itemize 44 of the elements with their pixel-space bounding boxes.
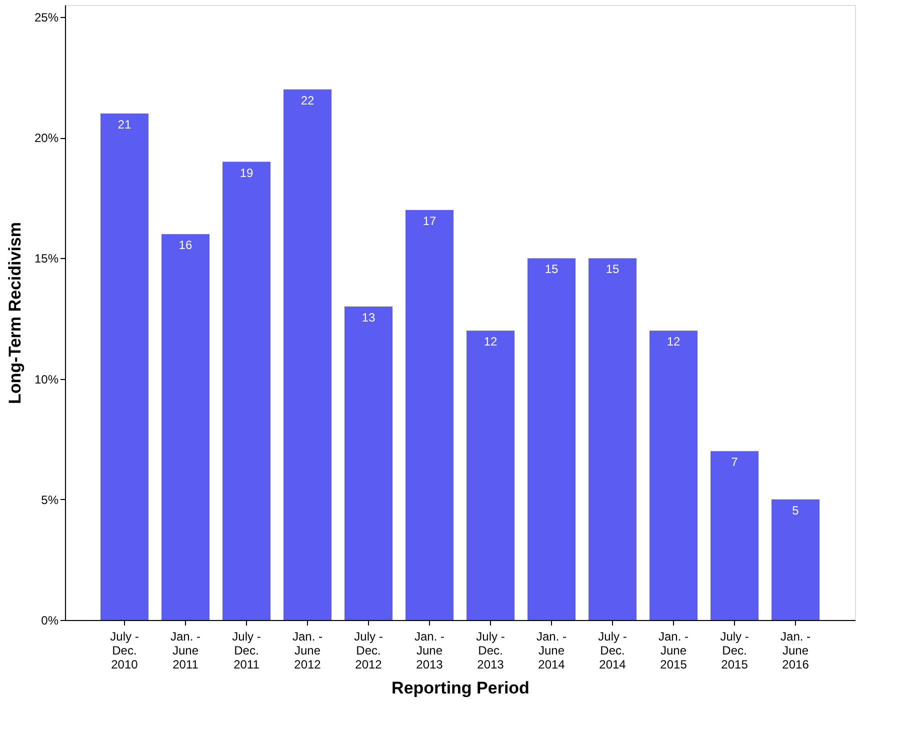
bar — [161, 234, 210, 620]
x-tick-label: Jan. - June 2016 — [780, 630, 811, 672]
y-tick-label: 15% — [34, 252, 59, 266]
data-label: 5 — [792, 503, 800, 518]
y-axis-title: Long-Term Recidivism — [5, 222, 24, 404]
y-tick-label: 10% — [34, 372, 59, 386]
x-tick-label: July - Dec. 2014 — [598, 630, 627, 672]
data-label: 12 — [666, 334, 681, 349]
y-tick-label: 5% — [41, 492, 59, 507]
y-tick-label: 20% — [34, 131, 59, 146]
data-label: 13 — [362, 310, 376, 324]
bar — [772, 499, 820, 620]
y-tick-label: 25% — [34, 10, 59, 25]
bar — [283, 89, 332, 620]
x-tick-label: July - Dec. 2011 — [232, 630, 261, 672]
data-label: 7 — [731, 455, 738, 470]
data-label: 15 — [606, 262, 620, 276]
data-label: 16 — [178, 238, 192, 252]
data-label: 22 — [300, 93, 314, 108]
x-tick-label: July - Dec. 2015 — [720, 630, 749, 672]
data-label: 21 — [118, 118, 132, 132]
data-label: 15 — [544, 262, 558, 276]
bar — [222, 162, 270, 620]
bar — [344, 306, 392, 620]
x-tick-label: Jan. - June 2015 — [658, 630, 689, 672]
data-label: 19 — [240, 166, 254, 180]
bar — [528, 258, 576, 620]
x-tick-label: Jan. - June 2013 — [414, 630, 445, 672]
bar — [588, 258, 637, 620]
y-tick-label: 0% — [41, 614, 59, 628]
bar — [466, 330, 514, 620]
x-tick-label: July - Dec. 2010 — [110, 630, 139, 672]
bar — [406, 210, 454, 620]
x-tick-label: July - Dec. 2013 — [476, 630, 505, 672]
data-label: 12 — [484, 334, 498, 349]
x-tick-label: Jan. - June 2014 — [536, 630, 567, 672]
bar — [710, 451, 759, 620]
x-axis-title: Reporting Period — [392, 678, 530, 698]
bar — [650, 330, 698, 620]
data-label: 17 — [422, 214, 436, 228]
x-tick-label: Jan. - June 2012 — [292, 630, 322, 672]
x-tick-label: July - Dec. 2012 — [354, 630, 383, 672]
bar — [100, 114, 148, 620]
x-tick-label: Jan. - June 2011 — [170, 630, 200, 672]
